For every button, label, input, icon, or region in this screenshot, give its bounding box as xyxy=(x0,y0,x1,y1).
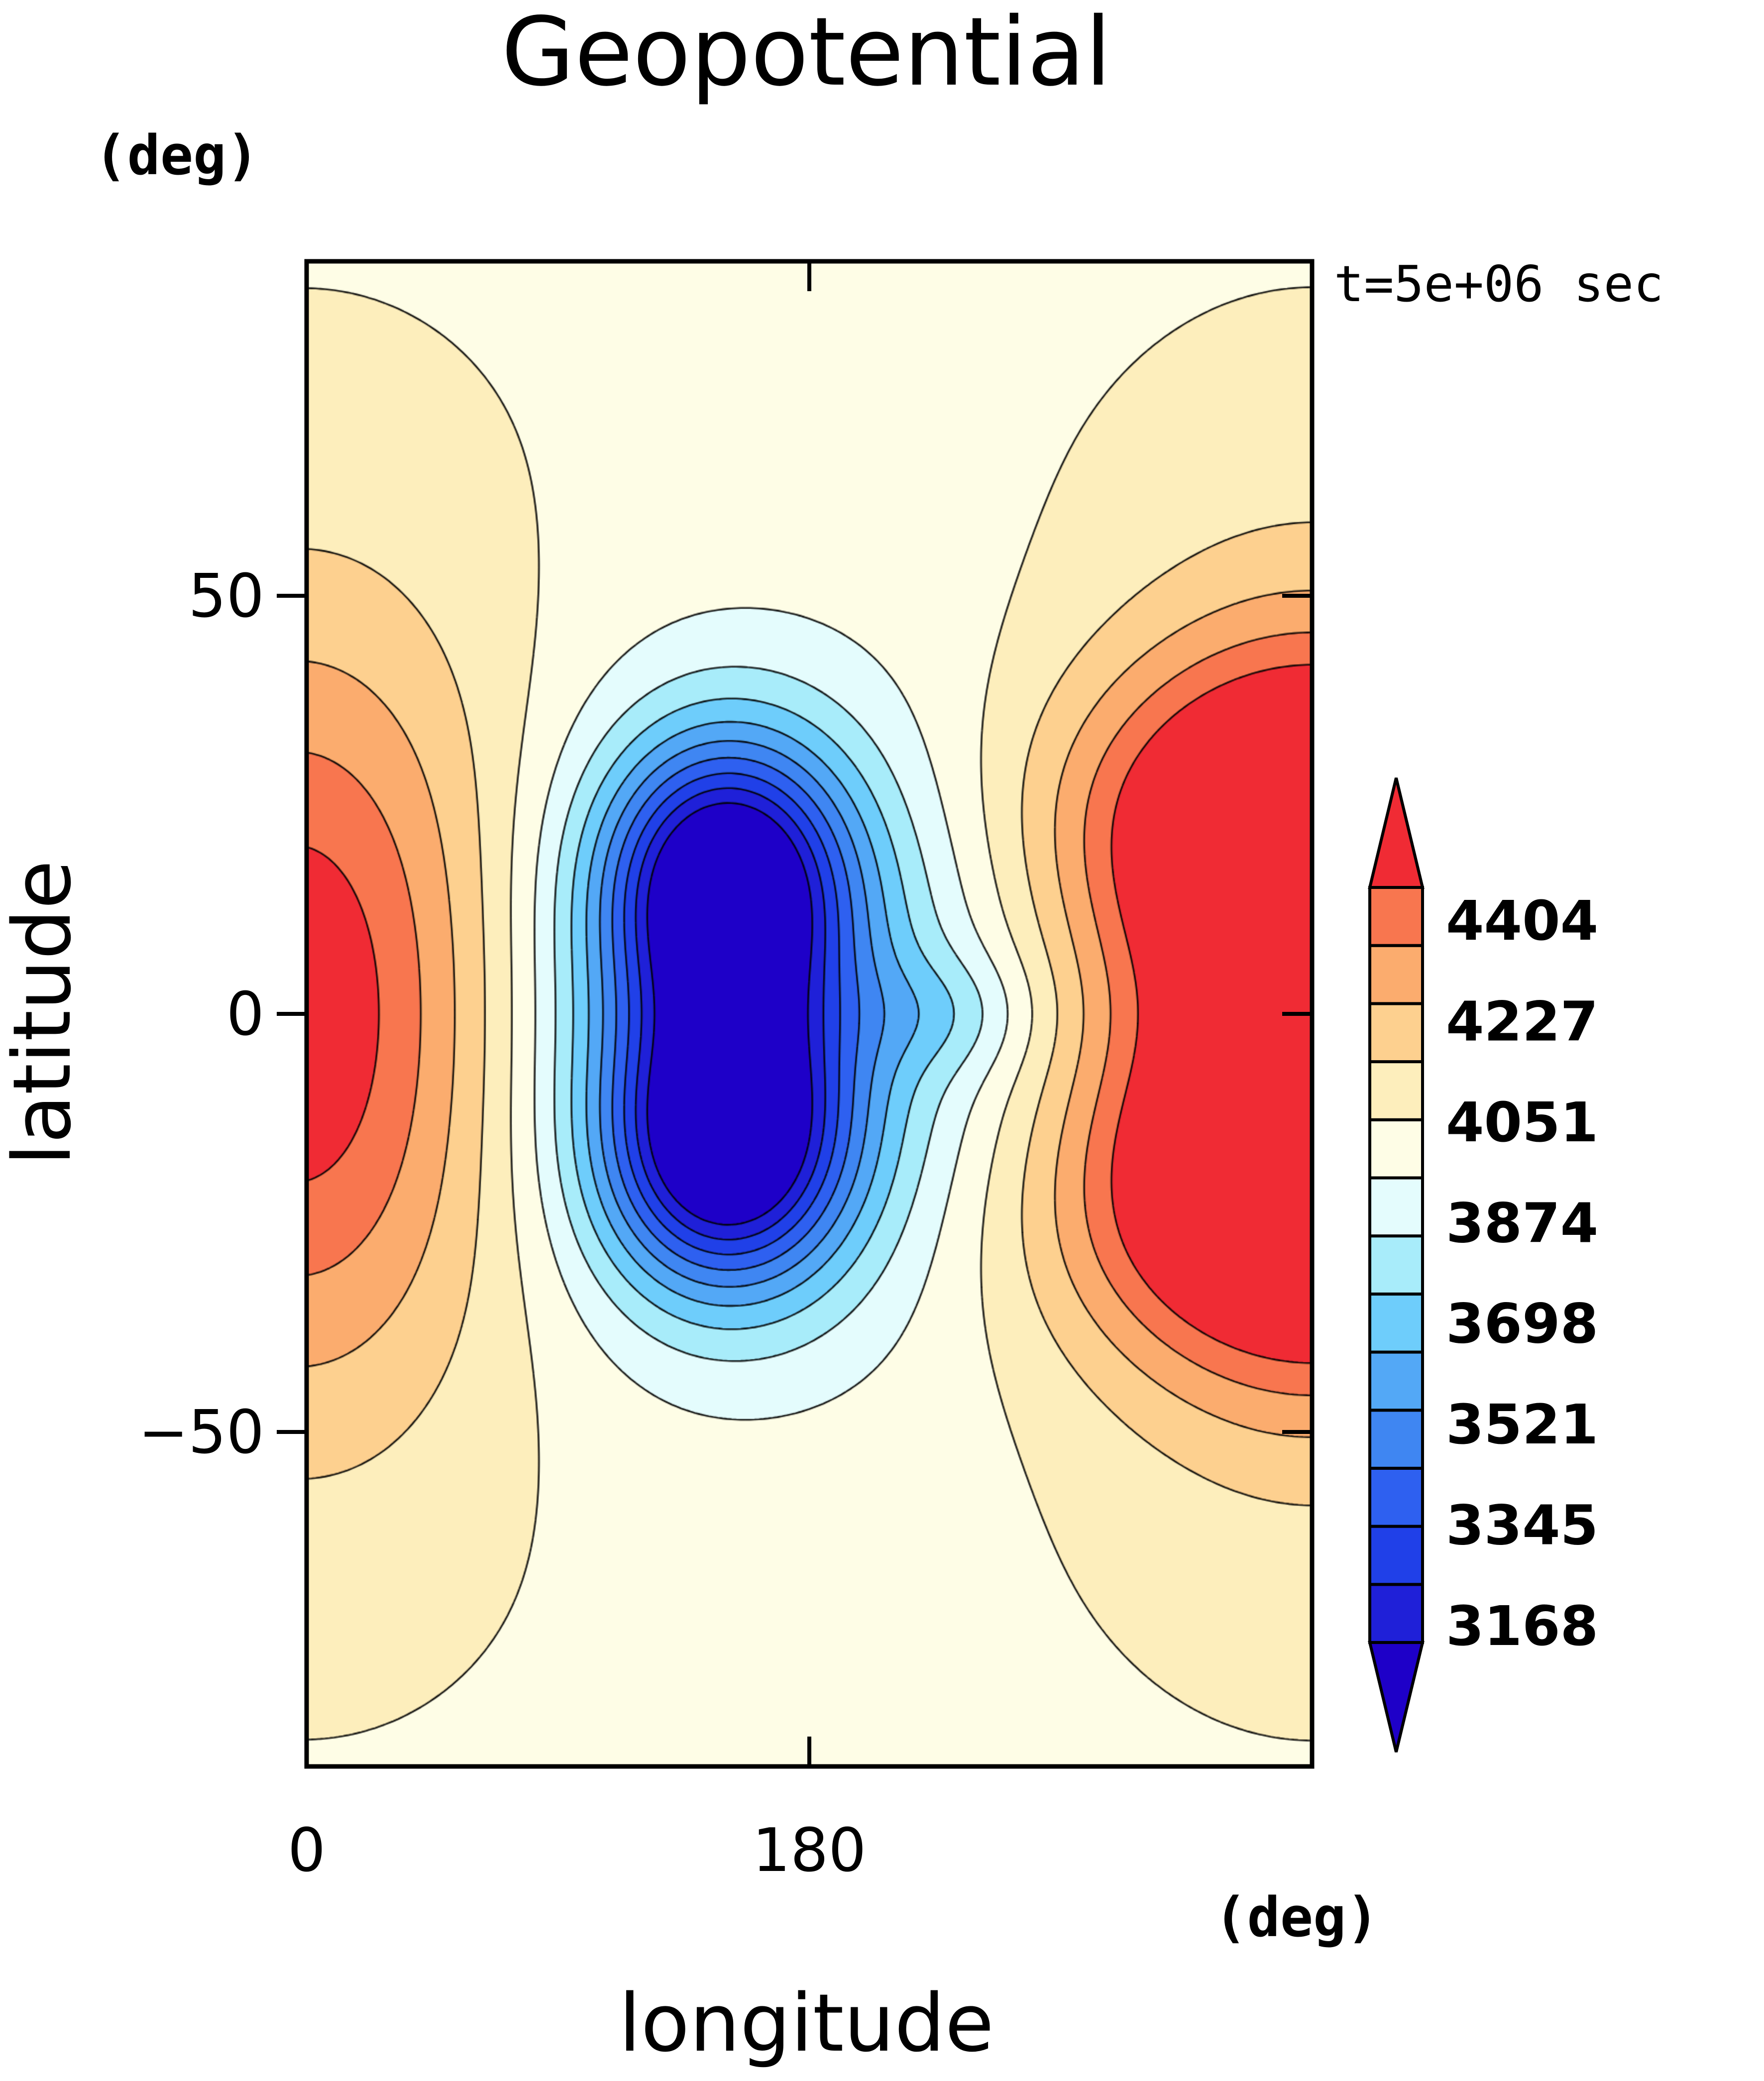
colorbar-swatch xyxy=(1368,886,1424,947)
colorbar-label: 3168 xyxy=(1446,1594,1598,1658)
colorbar-label: 4051 xyxy=(1446,1091,1598,1154)
colorbar-swatch xyxy=(1368,1292,1424,1354)
y-tick-label: −50 xyxy=(138,1398,264,1467)
colorbar-swatch xyxy=(1368,944,1424,1005)
colorbar: 4404 4227 4051 3874 3698 3521 3345 3168 xyxy=(1368,777,1598,1752)
colorbar-label: 3521 xyxy=(1446,1393,1598,1456)
colorbar-swatch xyxy=(1368,1060,1424,1121)
colorbar-swatch xyxy=(1368,1583,1424,1644)
colorbar-swatch xyxy=(1368,1409,1424,1470)
y-axis-unit: (deg) xyxy=(94,123,259,187)
colorbar-label: 3874 xyxy=(1446,1191,1598,1255)
colorbar-swatch xyxy=(1368,1466,1424,1528)
colorbar-extend-low xyxy=(1368,1641,1425,1752)
y-tick-label: 50 xyxy=(188,562,264,631)
colorbar-swatch xyxy=(1368,1176,1424,1238)
y-tick-label: 0 xyxy=(226,980,264,1049)
colorbar-swatch xyxy=(1368,1234,1424,1296)
x-axis-label: longitude xyxy=(619,1976,994,2070)
axis-ticks: 0 180 50 0 −50 xyxy=(138,261,1312,1885)
colorbar-label: 3698 xyxy=(1446,1292,1598,1356)
contour-raster xyxy=(307,261,1312,1766)
colorbar-label: 4227 xyxy=(1446,989,1598,1053)
colorbar-swatch xyxy=(1368,1525,1424,1586)
x-axis-unit: (deg) xyxy=(1214,1885,1379,1949)
colorbar-label: 3345 xyxy=(1446,1494,1598,1557)
y-axis-label: latitude xyxy=(0,860,89,1166)
colorbar-swatch xyxy=(1368,1118,1424,1180)
contour-fills xyxy=(307,261,1312,1766)
colorbar-extend-high xyxy=(1368,777,1425,889)
plot-area: 0 180 50 0 −50 xyxy=(138,259,1315,1885)
colorbar-swatch xyxy=(1368,1350,1424,1412)
colorbar-swatch xyxy=(1368,1002,1424,1064)
chart-title: Geopotential xyxy=(501,0,1111,107)
x-tick-label: 180 xyxy=(752,1816,866,1885)
colorbar-label: 4404 xyxy=(1446,889,1598,953)
x-tick-label: 0 xyxy=(288,1816,326,1885)
time-label: t=5e+06 sec xyxy=(1334,255,1663,313)
